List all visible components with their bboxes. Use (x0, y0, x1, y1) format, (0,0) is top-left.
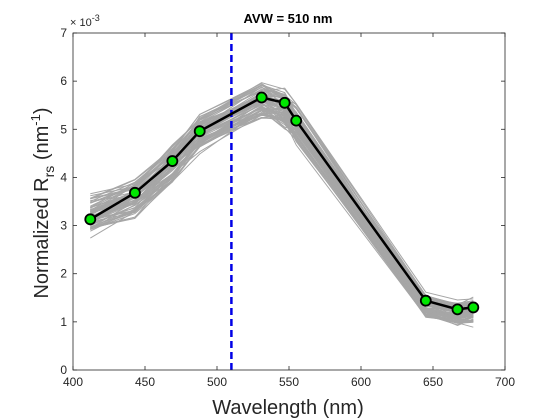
highlight-point (419, 294, 432, 307)
y-multiplier-exponent: -3 (92, 13, 100, 23)
spectrum-line (90, 100, 474, 317)
highlight-point (278, 96, 291, 109)
highlight-point (129, 186, 141, 199)
y-tick-label: 1 (60, 315, 67, 329)
highlight-point (451, 303, 464, 316)
highlight-line (89, 96, 474, 311)
y-tick-label: 3 (60, 219, 67, 233)
x-tick-label: 400 (63, 375, 83, 389)
y-tick-label: 7 (60, 26, 67, 40)
y-tick-label: 0 (60, 363, 67, 377)
ticks-layer: 400 450 500 550 600 650 700 0 1 2 3 4 5 6 7 (60, 26, 515, 389)
spectrum-line (90, 108, 474, 311)
x-tick-label: 500 (207, 375, 227, 389)
x-tick-label: 450 (135, 375, 155, 389)
spectrum-line (90, 100, 474, 319)
y-axis-title-unit-sup: -1 (28, 114, 43, 126)
x-tick-label: 600 (351, 375, 371, 389)
spectrum-line (90, 106, 474, 322)
y-tick-label: 4 (60, 170, 67, 184)
highlight-point (166, 155, 179, 167)
y-axis-title: Normalized Rrs (nm-1) (28, 107, 57, 298)
y-tick-label: 2 (60, 267, 67, 281)
highlight-point (290, 114, 303, 127)
spectrum-line (90, 99, 474, 320)
x-axis-title: Wavelength (nm) (212, 397, 364, 419)
y-axis-title-sub: rs (41, 166, 57, 178)
spectrum-line (90, 96, 474, 306)
spectra-layer (90, 82, 474, 328)
y-multiplier: × 10-3 (70, 13, 100, 29)
spectrum-line (90, 116, 474, 323)
highlight-point (84, 213, 97, 226)
x-tick-label: 700 (495, 375, 515, 389)
plot-title: AVW = 510 nm (244, 11, 333, 26)
spectrum-line (90, 103, 474, 323)
y-axis-title-main: Normalized R (31, 177, 53, 298)
y-tick-label: 5 (60, 122, 67, 136)
spectrum-line (90, 95, 474, 309)
y-multiplier-base: × 10 (70, 17, 92, 29)
y-axis-title-unit: (nm (31, 126, 53, 166)
y-tick-label: 6 (60, 74, 67, 88)
y-axis-title-unit-close: ) (31, 107, 53, 114)
highlight-point (467, 301, 480, 314)
x-tick-label: 550 (279, 375, 299, 389)
x-tick-label: 650 (423, 375, 443, 389)
highlight-point (255, 91, 268, 104)
highlight-point (193, 125, 206, 138)
highlight-series-layer (84, 91, 480, 316)
